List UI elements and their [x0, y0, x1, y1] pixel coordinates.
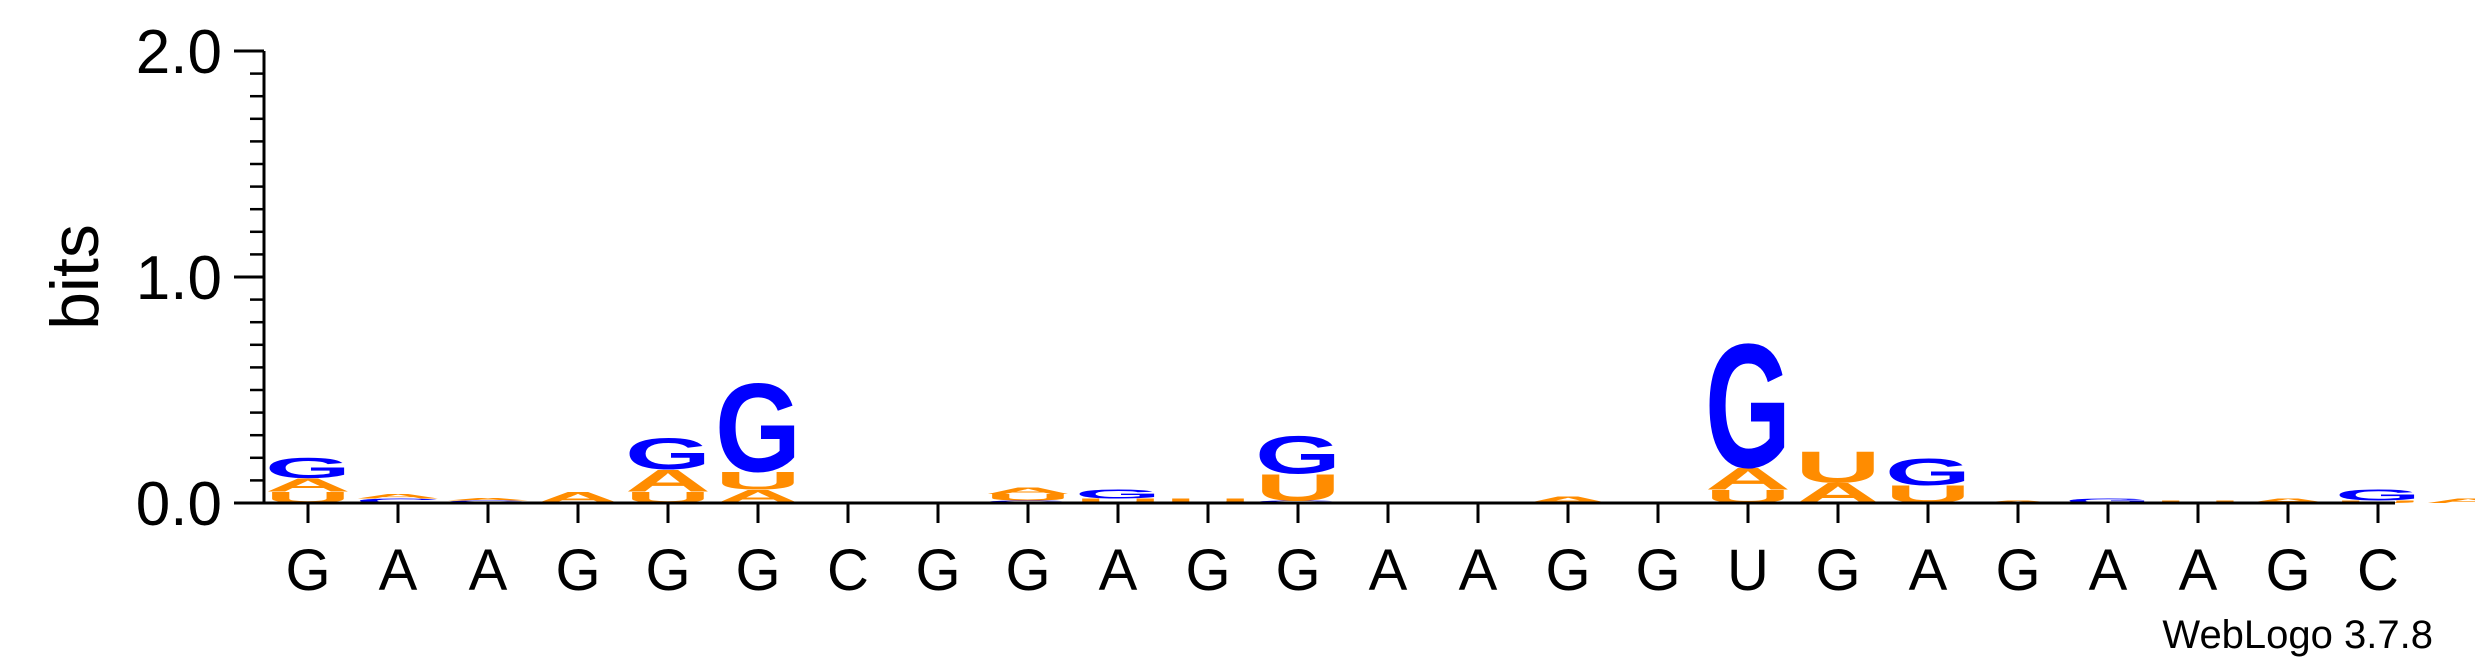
y-tick-label: 1.0: [136, 244, 222, 313]
x-tick-label: G: [1995, 538, 2040, 603]
logo-letter-a: A: [1705, 461, 1791, 496]
logo-letter-g: G: [2335, 487, 2421, 505]
logo-letter-g: G: [1075, 487, 1161, 501]
x-tick-label: A: [2179, 538, 2218, 603]
logo-letter-g: G: [715, 358, 801, 499]
x-tick-label: G: [1815, 538, 1860, 603]
x-tick-label: C: [827, 538, 869, 603]
y-ticks: 0.0 1.0 2.0: [136, 18, 264, 539]
x-tick-label: G: [285, 538, 330, 603]
x-tick-label: G: [2265, 538, 2310, 603]
y-tick-label: 2.0: [136, 18, 222, 87]
x-tick-label: G: [915, 538, 960, 603]
logo-letter-u: U: [715, 467, 801, 495]
x-tick-label: A: [469, 538, 508, 603]
logo-letter-c: C: [355, 497, 441, 504]
x-tick-label: A: [1909, 538, 1948, 603]
x-tick-label: C: [2357, 538, 2399, 603]
logo-letter-g: G: [625, 429, 711, 479]
logo-letter-u: U: [1165, 497, 1251, 504]
logo-letter-g: G: [1705, 308, 1791, 505]
logo-letter-a: A: [355, 493, 441, 500]
logo-letter-a: A: [2425, 497, 2475, 504]
x-tick-label: A: [1369, 538, 1408, 603]
logo-letter-a: A: [2245, 497, 2331, 504]
logo-letter-g: G: [2065, 497, 2151, 504]
x-tick-label: U: [1727, 538, 1769, 603]
logo-letter-a: A: [445, 498, 531, 502]
x-tick-label: A: [379, 538, 418, 603]
x-tick-label: G: [1545, 538, 1590, 603]
x-tick-label: G: [1635, 538, 1680, 603]
x-tick-label: A: [1099, 538, 1138, 603]
logo-letter-g: G: [265, 452, 351, 484]
logo-letter-a: A: [265, 474, 351, 495]
logo-letter-a: A: [985, 485, 1071, 496]
x-tick-label: G: [1005, 538, 1050, 603]
weblogo-credit: WebLogo 3.7.8: [2162, 613, 2433, 657]
x-tick-label: G: [555, 538, 600, 603]
logo-letter-u: U: [985, 492, 1071, 503]
x-tick-label: G: [645, 538, 690, 603]
logo-letter-a: A: [1525, 495, 1611, 506]
x-tick-label: G: [1185, 538, 1230, 603]
logo-letter-a: A: [625, 464, 711, 499]
logo-letter-u: U: [1075, 497, 1161, 504]
logo-letter-u: U: [1795, 442, 1881, 492]
x-tick-label: A: [2089, 538, 2128, 603]
logo-stacks: UAGCAGAAUAGAUGGUAUGUGUGAUAGAUUGAGUAUGA: [265, 308, 2475, 509]
x-tick-label: A: [1459, 538, 1498, 603]
y-axis-label: bits: [37, 224, 113, 330]
y-tick-label: 0.0: [136, 470, 222, 539]
x-tick-label: G: [1275, 538, 1320, 603]
logo-letter-g: G: [1255, 426, 1341, 486]
x-tick-label: G: [735, 538, 780, 603]
logo-letter-g: G: [1885, 451, 1971, 493]
